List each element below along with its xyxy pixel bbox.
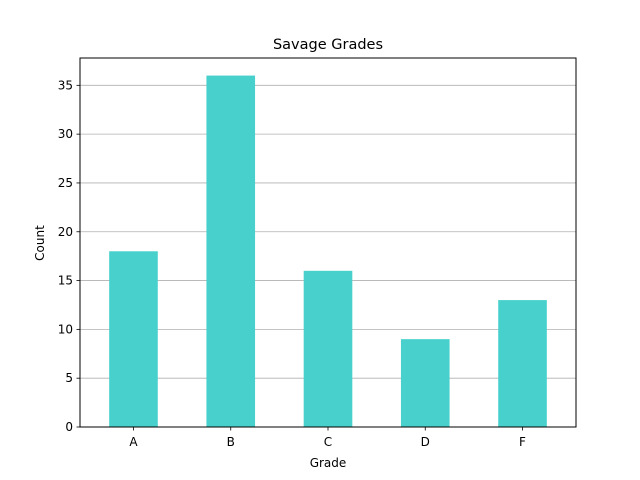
x-tick-label: C (324, 435, 332, 449)
bar-A (109, 251, 158, 427)
bar-F (498, 300, 547, 427)
y-tick-label: 25 (58, 176, 73, 190)
y-tick-label: 5 (65, 371, 73, 385)
y-tick-label: 0 (65, 420, 73, 434)
chart-title: Savage Grades (273, 37, 383, 53)
y-ticks: 0 5 10 15 20 25 30 35 (58, 78, 80, 434)
y-axis-label: Count (33, 225, 47, 261)
x-tick-label: B (227, 435, 235, 449)
y-tick-label: 35 (58, 78, 73, 92)
x-tick-label: A (129, 435, 138, 449)
y-tick-label: 30 (58, 127, 73, 141)
bars (109, 75, 547, 428)
bar-C (303, 270, 353, 427)
y-tick-label: 15 (58, 274, 73, 288)
x-tick-label: F (519, 435, 526, 449)
y-tick-label: 20 (58, 225, 73, 239)
bar-D (400, 339, 450, 427)
x-axis-label: Grade (310, 456, 347, 470)
y-tick-label: 10 (58, 322, 73, 336)
x-tick-label: D (421, 435, 430, 449)
bar-B (206, 75, 256, 428)
